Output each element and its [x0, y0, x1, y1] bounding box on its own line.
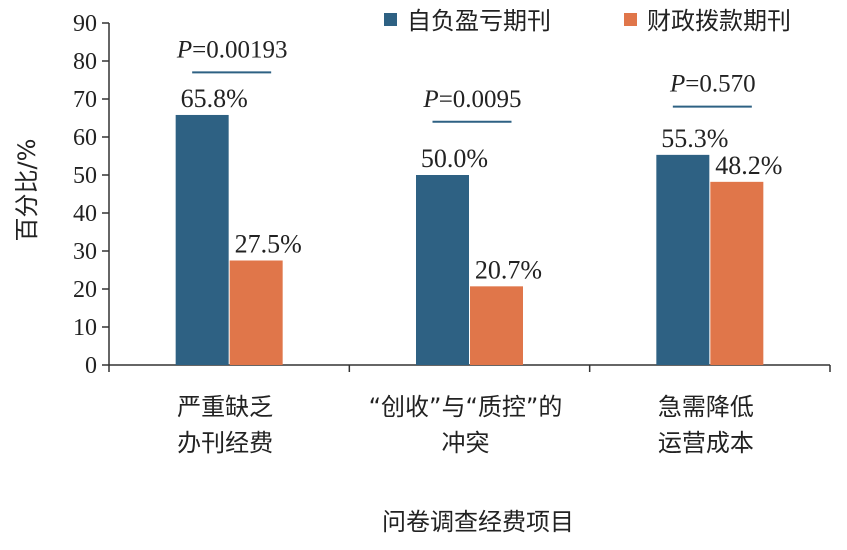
x-axis-title: 问卷调查经费项目: [382, 508, 574, 536]
data-label-series-1-cat-0: 27.5%: [235, 230, 302, 259]
p-value-text-2: P=0.570: [669, 71, 756, 98]
p-value-number: =0.0095: [439, 86, 522, 113]
legend-swatch-1: [624, 13, 637, 26]
data-labels: 65.8% 27.5% 50.0% 20.7% 55.3%48.2%: [181, 84, 783, 284]
legend-swatch-0: [384, 13, 397, 26]
y-tick-label: 20: [73, 277, 97, 303]
y-tick-label: 50: [73, 163, 97, 189]
y-tick-label: 70: [73, 87, 97, 113]
category-label-1-line-1: 冲突: [442, 429, 490, 457]
data-label-series-1-cat-2: 48.2%: [715, 151, 782, 180]
p-value-number: =0.00193: [192, 36, 287, 63]
bar-series-1-cat-0: [229, 260, 283, 365]
category-label-0-line-0: 严重缺乏: [177, 393, 273, 421]
category-label-2-line-1: 运营成本: [658, 429, 754, 457]
category-label-0-line-1: 办刊经费: [177, 429, 273, 457]
category-label-2-line-0: 急需降低: [658, 393, 754, 421]
data-label-series-0-cat-1: 50.0%: [421, 144, 488, 173]
p-value-text-0: P=0.00193: [176, 36, 288, 63]
data-label-series-0-cat-2: 55.3%: [661, 124, 728, 153]
y-tick-label: 10: [73, 315, 97, 341]
bar-series-1-cat-2: [710, 181, 764, 365]
bar-series-1-cat-1: [470, 286, 523, 365]
p-value-symbol: P: [422, 86, 438, 113]
y-tick-label: 40: [73, 201, 97, 227]
legend-label-1: 财政拨款期刊: [647, 7, 791, 35]
y-tick-label: 30: [73, 239, 97, 265]
bar-series-0-cat-0: [175, 114, 229, 366]
y-tick-label: 60: [73, 125, 97, 151]
bar-series-0-cat-2: [656, 154, 710, 365]
data-label-series-1-cat-1: 20.7%: [475, 255, 542, 284]
p-value-symbol: P: [176, 36, 192, 63]
p-value-symbol: P: [669, 71, 685, 98]
y-tick-label: 80: [73, 49, 97, 75]
y-tick-label: 0: [85, 353, 97, 379]
p-value-number: =0.570: [685, 71, 755, 98]
bars: [175, 114, 764, 366]
legend: 自负盈亏期刊 财政拨款期刊: [384, 7, 791, 35]
category-label-1-line-0: “创收”与“质控”的: [369, 393, 563, 421]
x-axis: [108, 364, 831, 372]
y-axis: 0 10 20 30 40 50 60 70 80 90: [73, 11, 110, 379]
legend-label-0: 自负盈亏期刊: [407, 7, 551, 35]
p-value-text-1: P=0.0095: [422, 86, 521, 113]
bar-series-0-cat-1: [416, 175, 469, 365]
y-axis-title: 百分比/%: [13, 139, 41, 242]
data-label-series-0-cat-0: 65.8%: [181, 84, 248, 113]
y-tick-label: 90: [73, 11, 97, 37]
